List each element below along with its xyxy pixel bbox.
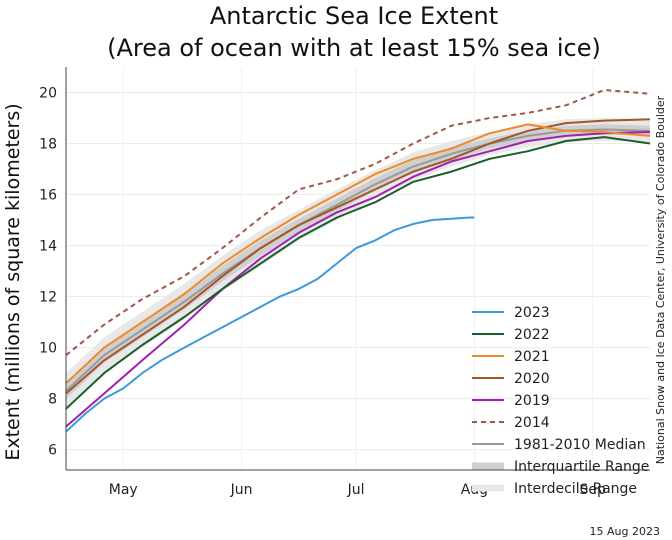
legend-label: 1981-2010 Median: [514, 437, 646, 453]
x-tick-label: Jul: [347, 482, 365, 498]
y-tick-label: 10: [39, 341, 57, 357]
y-axis-label: Extent (millions of square kilometers): [2, 103, 24, 460]
legend-label: 2021: [514, 349, 550, 365]
legend-label: Interquartile Range: [514, 459, 649, 475]
y-tick-label: 12: [39, 290, 57, 306]
legend-label: 2022: [514, 327, 550, 343]
series-line-2023: [65, 216, 475, 433]
legend-label: 2023: [514, 305, 550, 321]
x-tick-label: May: [109, 482, 138, 498]
legend-label: 2019: [514, 393, 550, 409]
y-tick-label: 18: [39, 137, 57, 153]
y-tick-label: 14: [39, 239, 57, 255]
series-line-2020: [65, 118, 651, 395]
x-tick-label: Jun: [230, 482, 253, 498]
median-line: [65, 128, 651, 392]
tick-labels: 68101214161820MayJunJulAugSep: [39, 86, 606, 498]
date-label: 15 Aug 2023: [590, 525, 660, 538]
y-tick-label: 8: [48, 392, 57, 408]
y-tick-label: 6: [48, 443, 57, 459]
series-line-2019: [65, 131, 651, 428]
legend-label: Interdecile Range: [514, 481, 637, 497]
chart-subtitle: (Area of ocean with at least 15% sea ice…: [107, 34, 601, 62]
y-tick-label: 20: [39, 86, 57, 102]
legend-label: 2014: [514, 415, 550, 431]
legend: 2023 2022 2021 2020 2019 2014 1981-2010 Median…: [472, 305, 649, 497]
series-lines: [65, 89, 651, 433]
legend-label: 2020: [514, 371, 550, 387]
y-tick-label: 16: [39, 188, 57, 204]
chart-title: Antarctic Sea Ice Extent: [210, 2, 498, 30]
series-line-2022: [65, 136, 651, 410]
interquartile-band: [66, 124, 650, 399]
x-tick-label: Sep: [580, 482, 607, 498]
series-line-2014: [65, 89, 651, 356]
axes: [65, 67, 650, 471]
series-line-2021: [65, 123, 651, 385]
credit-text: National Snow and Ice Data Center, Unive…: [654, 95, 667, 464]
range-bands: [65, 118, 651, 409]
